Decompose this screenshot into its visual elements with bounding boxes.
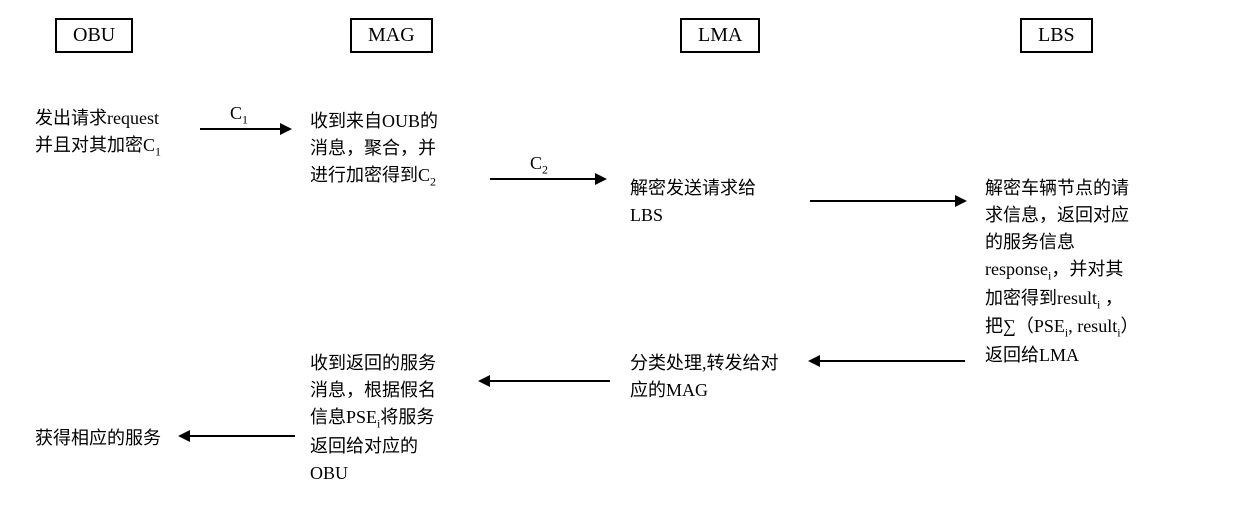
mag-recv-sub: 2	[430, 175, 436, 189]
arrow-lma-mag-back	[480, 380, 610, 382]
header-lma: LMA	[680, 18, 760, 53]
obu-request-sub: 1	[155, 145, 161, 159]
lma-fwd-line2: LBS	[630, 205, 663, 225]
lbs-line6-mid: , result	[1068, 316, 1117, 336]
mag-return-line1: 收到返回的服务	[310, 353, 436, 373]
lbs-line7: 返回给LMA	[985, 345, 1079, 365]
lbs-line4-prefix: response	[985, 259, 1048, 279]
lbs-line6-suffix: ）	[1121, 316, 1139, 336]
lbs-line1: 解密车辆节点的请	[985, 178, 1129, 198]
arrow-label-c1: C1	[230, 103, 248, 128]
lbs-line2: 求信息，返回对应	[985, 205, 1129, 225]
arrow-label-c2: C2	[530, 153, 548, 178]
obu-receive-text: 获得相应的服务	[35, 428, 161, 448]
mag-recv-line1: 收到来自OUB的	[310, 111, 438, 131]
c2-sub: 2	[542, 163, 548, 177]
mag-recv-line3-prefix: 进行加密得到C	[310, 165, 430, 185]
mag-return-line4: 返回给对应的	[310, 436, 418, 456]
lbs-line5-prefix: 加密得到result	[985, 288, 1097, 308]
arrow-lbs-lma-back	[810, 360, 965, 362]
lma-fwd-line1: 解密发送请求给	[630, 178, 756, 198]
arrow-obu-mag	[200, 128, 290, 130]
lma-forward: 解密发送请求给 LBS	[630, 175, 810, 229]
mag-recv-line2: 消息，聚合，并	[310, 138, 436, 158]
c1-sub: 1	[242, 113, 248, 127]
mag-return-line2: 消息，根据假名	[310, 380, 436, 400]
c2-prefix: C	[530, 153, 542, 173]
arrow-mag-lma	[490, 178, 605, 180]
mag-return-line3-prefix: 信息PSE	[310, 407, 377, 427]
obu-request-line2-prefix: 并且对其加密C	[35, 135, 155, 155]
mag-receive: 收到来自OUB的 消息，聚合，并 进行加密得到C2	[310, 108, 490, 191]
mag-return: 收到返回的服务 消息，根据假名 信息PSEi将服务 返回给对应的 OBU	[310, 350, 490, 487]
lbs-line3: 的服务信息	[985, 232, 1075, 252]
arrow-lma-lbs	[810, 200, 965, 202]
lma-back-line2: 应的MAG	[630, 380, 708, 400]
lbs-line4-suffix: ，并对其	[1051, 259, 1123, 279]
obu-request-line1: 发出请求request	[35, 108, 159, 128]
header-obu: OBU	[55, 18, 133, 53]
lma-back-line1: 分类处理,转发给对	[630, 353, 779, 373]
lma-back: 分类处理,转发给对 应的MAG	[630, 350, 820, 404]
header-lbs: LBS	[1020, 18, 1093, 53]
lbs-line5-suffix: ，	[1100, 288, 1123, 308]
mag-return-line5: OBU	[310, 463, 348, 483]
lbs-line6-prefix: 把∑（PSE	[985, 316, 1065, 336]
obu-request: 发出请求request 并且对其加密C1	[35, 105, 215, 161]
header-mag: MAG	[350, 18, 433, 53]
obu-receive: 获得相应的服务	[35, 425, 215, 452]
c1-prefix: C	[230, 103, 242, 123]
lbs-process: 解密车辆节点的请 求信息，返回对应 的服务信息 responsei，并对其 加密…	[985, 175, 1215, 369]
mag-return-line3-suffix: 将服务	[380, 407, 434, 427]
